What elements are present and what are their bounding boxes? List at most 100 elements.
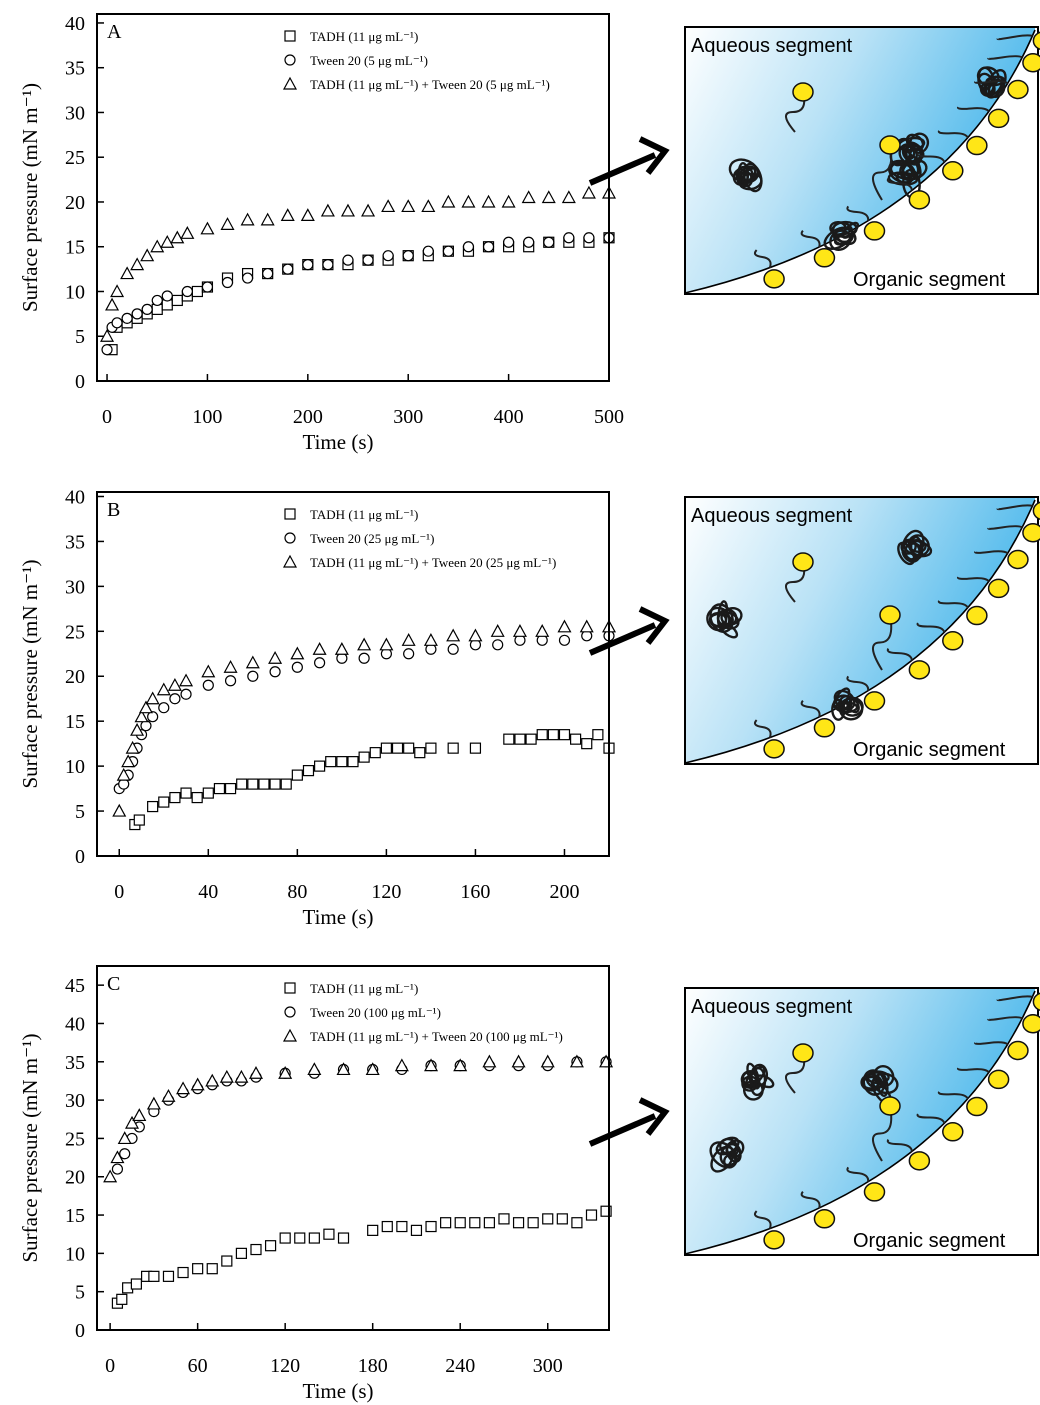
interface-diagram: Aqueous segment Organic segment	[684, 496, 1040, 765]
circle-marker	[503, 236, 515, 248]
surfactant-head	[1007, 549, 1029, 570]
triangle-marker	[535, 624, 550, 637]
square-marker	[483, 1217, 495, 1229]
triangle-marker	[160, 235, 175, 248]
square-marker	[221, 1255, 233, 1267]
aqueous-phase	[685, 988, 1035, 1254]
square-marker	[347, 756, 359, 768]
y-tick-label: 0	[75, 846, 85, 868]
triangle-marker	[521, 190, 536, 204]
free-surfactant-tail	[785, 1052, 806, 1094]
surfactant-tail	[916, 622, 946, 633]
surfactant-head	[1022, 522, 1040, 543]
square-marker	[503, 733, 515, 745]
circle-marker	[342, 254, 354, 266]
triangle-marker	[240, 212, 255, 226]
triangle-marker	[134, 709, 149, 723]
surfactant-head	[966, 135, 988, 156]
square-marker	[469, 1217, 481, 1229]
surfactant-tail	[753, 719, 772, 738]
triangle-marker	[179, 673, 194, 687]
triangle-marker	[132, 1108, 147, 1122]
square-marker	[224, 782, 237, 795]
surfactant-tail	[846, 1166, 870, 1182]
square-marker	[279, 1232, 291, 1244]
triangle-marker	[110, 284, 125, 298]
legend-marker	[284, 508, 296, 520]
triangle-marker	[138, 700, 153, 714]
circle-marker	[523, 236, 535, 248]
surfactant-head	[763, 739, 785, 759]
triangle-marker	[579, 619, 594, 633]
y-tick-label: 5	[75, 801, 85, 823]
protein-coil	[829, 229, 852, 251]
triangle-marker	[268, 651, 283, 664]
y-tick-label: 5	[75, 1282, 85, 1304]
triangle-marker	[557, 619, 572, 633]
square-marker	[314, 760, 326, 772]
square-marker	[213, 782, 226, 795]
square-marker	[542, 1213, 554, 1225]
triangle-marker	[161, 1089, 176, 1102]
square-marker	[514, 733, 526, 745]
triangle-marker	[423, 633, 438, 646]
square-marker	[571, 1217, 583, 1229]
surfactant-head	[813, 718, 836, 738]
surfactant-tail	[753, 1210, 772, 1229]
surfactant-tail	[987, 525, 1023, 530]
triangle-marker	[461, 194, 476, 208]
x-tick-label: 200	[549, 881, 579, 903]
surfactant-tail	[996, 995, 1033, 1002]
triangle-marker	[379, 637, 394, 651]
protein-coil	[717, 611, 740, 630]
arrow	[588, 1097, 670, 1147]
square-marker	[177, 1266, 189, 1279]
interface-diagram: Aqueous segment Organic segment	[684, 987, 1040, 1256]
legend-label: Tween 20 (100 μg mL⁻¹)	[310, 1005, 441, 1020]
y-tick-label: 30	[65, 576, 85, 598]
aqueous-label: Aqueous segment	[691, 35, 853, 57]
legend-marker	[282, 1028, 298, 1042]
triangle-marker	[117, 1131, 132, 1145]
square-marker	[369, 747, 381, 759]
square-marker	[116, 1293, 128, 1305]
circle-marker	[403, 648, 415, 660]
free-surfactant-tail	[785, 561, 806, 603]
square-marker	[527, 1217, 539, 1229]
square-marker	[148, 1270, 160, 1282]
surfactant-tail	[916, 1113, 946, 1124]
triangle-marker	[334, 642, 349, 655]
surfactant-tail	[974, 80, 1009, 85]
square-marker	[367, 1224, 379, 1236]
x-tick-label: 160	[460, 881, 490, 903]
surfactant-tail	[937, 600, 969, 609]
diagram-frame	[684, 496, 1039, 765]
protein-coil	[743, 1079, 764, 1101]
square-marker	[547, 729, 559, 741]
x-tick-label: 60	[188, 1355, 208, 1377]
x-tick-label: 0	[105, 1355, 115, 1377]
triangle-marker	[424, 1058, 439, 1072]
surfactant-head	[942, 1122, 964, 1142]
y-axis-label: Surface pressure (mN m⁻¹)	[18, 559, 42, 788]
square-marker	[325, 756, 337, 768]
square-marker	[592, 729, 604, 741]
protein-coil	[908, 154, 922, 180]
surfactant-head	[1022, 1013, 1040, 1034]
square-marker	[425, 1220, 437, 1233]
y-tick-label: 35	[65, 1052, 85, 1074]
surfactant-head	[1022, 52, 1040, 73]
x-tick-label: 400	[494, 406, 524, 428]
surfactant-head	[942, 631, 964, 651]
aqueous-label: Aqueous segment	[691, 996, 853, 1018]
surfactant-head	[863, 1182, 886, 1202]
surfactant-head	[1032, 501, 1040, 521]
surfactant-tail	[974, 1041, 1009, 1046]
protein-coil	[905, 133, 925, 152]
circle-marker	[202, 679, 214, 691]
triangle-marker	[146, 1096, 161, 1110]
arrow-shaft	[588, 1113, 657, 1147]
free-surfactant-tail	[872, 614, 893, 671]
triangle-marker	[357, 637, 372, 651]
